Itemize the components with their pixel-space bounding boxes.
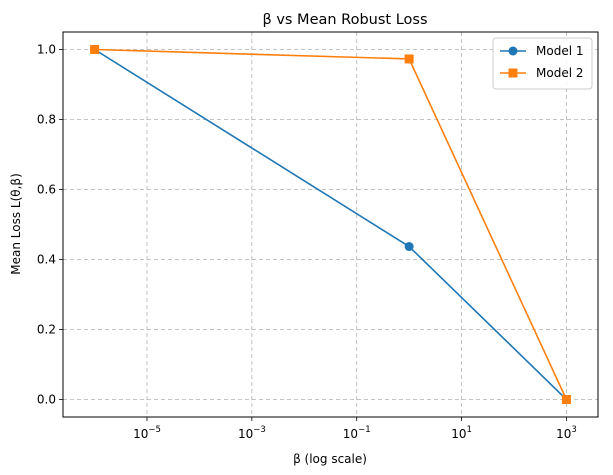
chart-title: β vs Mean Robust Loss (262, 12, 427, 28)
y-axis-label: Mean Loss L(θ,β) (9, 173, 23, 275)
y-tick-label: 0.8 (37, 113, 56, 127)
x-tick-label: 10−3 (238, 425, 266, 441)
x-axis: 10−5 10−3 10−1 101 103 (133, 417, 577, 441)
legend-marker (508, 68, 518, 78)
series-layer (90, 45, 571, 404)
legend-marker (508, 46, 518, 56)
x-axis-label: β (log scale) (293, 452, 367, 466)
data-point (404, 242, 414, 252)
x-tick-label: 10−5 (133, 425, 161, 441)
y-tick-label: 0.2 (37, 323, 56, 337)
data-point (90, 45, 100, 54)
series-1 (90, 45, 571, 404)
y-tick-label: 1.0 (37, 43, 56, 57)
y-tick-label: 0.0 (37, 393, 56, 407)
y-tick-label: 0.4 (37, 253, 56, 267)
y-axis: 0.0 0.2 0.4 0.6 0.8 1.0 (37, 43, 63, 407)
grid (63, 32, 598, 417)
legend: Model 1 Model 2 (492, 37, 593, 90)
plot-frame (62, 31, 599, 418)
legend-label: Model 1 (536, 44, 583, 58)
data-point (561, 395, 571, 404)
legend-item: Model 2 (500, 66, 583, 80)
series-2 (90, 45, 571, 404)
series-line (94, 48, 567, 401)
legend-item: Model 1 (500, 44, 583, 58)
x-tick-label: 10−1 (343, 425, 371, 441)
y-tick-label: 0.6 (37, 183, 56, 197)
x-tick-label: 103 (556, 425, 577, 441)
legend-label: Model 2 (536, 66, 583, 80)
x-tick-label: 101 (451, 425, 472, 441)
series-line (94, 48, 568, 400)
data-point (404, 54, 414, 64)
